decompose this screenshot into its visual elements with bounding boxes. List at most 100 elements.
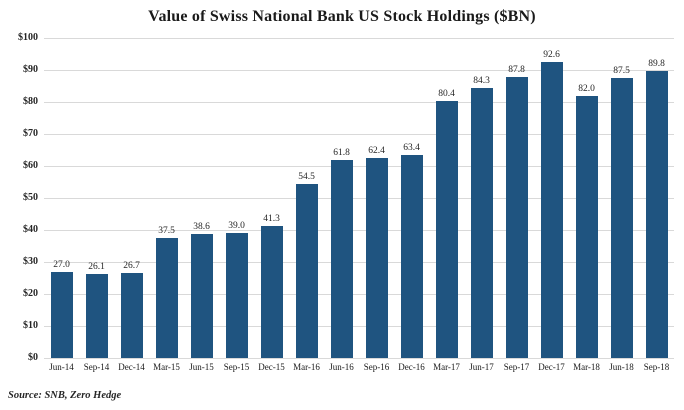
gridline (44, 102, 674, 103)
gridline (44, 294, 674, 295)
bar-slot: 61.8 (324, 38, 359, 358)
bar-value-label: 38.6 (193, 222, 210, 233)
x-tick-label: Dec-15 (258, 362, 285, 372)
y-tick-label: $90 (23, 64, 38, 75)
bar (190, 234, 213, 358)
bar-value-label: 80.4 (438, 88, 455, 99)
bar-slot: 63.4 (394, 38, 429, 358)
y-tick-label: $70 (23, 128, 38, 139)
bar-slot: 80.4 (429, 38, 464, 358)
bar (505, 77, 528, 358)
x-tick-labels: Jun-14 Sep-14 Dec-14 Mar-15 Jun-15 Sep-15 Dec-… (44, 361, 674, 376)
bar-slot: 38.6 (184, 38, 219, 358)
bar (295, 183, 318, 358)
gridline (44, 70, 674, 71)
gridline (44, 38, 674, 39)
bar-slot: 54.5 (289, 38, 324, 358)
bar-value-label: 26.7 (123, 260, 140, 271)
x-tick-label: Sep-18 (643, 362, 670, 372)
bar-slot: 41.3 (254, 38, 289, 358)
bar (400, 155, 423, 358)
x-axis-spacer (0, 361, 44, 376)
y-tick-label: $30 (23, 256, 38, 267)
bar-slot: 37.5 (149, 38, 184, 358)
x-tick-label: Sep-17 (503, 362, 530, 372)
gridline (44, 230, 674, 231)
bar-value-label: 62.4 (368, 146, 385, 157)
plot-row: $100 $90 $80 $70 $60 $50 $40 $30 $20 $10 $0 27.0 26… (0, 33, 684, 363)
bar-slot: 26.1 (79, 38, 114, 358)
bar-value-label: 37.5 (158, 226, 175, 236)
bar-value-label: 63.4 (403, 143, 420, 154)
x-tick-label: Jun-15 (189, 362, 214, 372)
bar-slot: 39.0 (219, 38, 254, 358)
bar-slot: 87.5 (604, 38, 639, 358)
gridline (44, 262, 674, 263)
bar (330, 160, 353, 358)
bar (120, 272, 143, 358)
y-tick-label: $100 (18, 32, 38, 43)
x-tick-label: Dec-16 (398, 362, 425, 372)
x-tick-label: Mar-18 (573, 362, 600, 372)
bar-value-label: 27.0 (53, 259, 70, 270)
bars-layer: 27.0 26.1 26.7 37.5 38.6 39.0 41.3 54.5 61.8 62.4… (44, 38, 674, 358)
x-tick-label: Jun-18 (609, 362, 634, 372)
bar-slot: 27.0 (44, 38, 79, 358)
x-tick-label: Sep-14 (83, 362, 110, 372)
gridline (44, 198, 674, 199)
y-tick-label: $40 (23, 224, 38, 235)
x-tick-label: Mar-17 (433, 362, 460, 372)
bar-value-label: 41.3 (263, 213, 280, 224)
bar-value-label: 87.5 (613, 66, 630, 76)
bar (435, 100, 458, 358)
y-tick-label: $0 (28, 352, 38, 363)
y-axis: $100 $90 $80 $70 $60 $50 $40 $30 $20 $10 $0 (0, 33, 44, 363)
y-tick-label: $10 (23, 320, 38, 331)
bar-slot: 92.6 (534, 38, 569, 358)
source-note: Source: SNB, Zero Hedge (8, 390, 122, 401)
x-tick-label: Jun-16 (329, 362, 354, 372)
x-tick-label: Mar-16 (293, 362, 320, 372)
y-tick-label: $20 (23, 288, 38, 299)
bar-value-label: 92.6 (543, 49, 560, 60)
x-tick-label: Dec-14 (118, 362, 145, 372)
bar-value-label: 84.3 (473, 76, 490, 87)
x-tick-label: Jun-17 (469, 362, 494, 372)
bar (470, 88, 493, 358)
bar (85, 274, 108, 358)
bar-value-label: 82.0 (578, 83, 595, 94)
plot-area: 27.0 26.1 26.7 37.5 38.6 39.0 41.3 54.5 61.8 62.4… (44, 38, 674, 359)
bar (260, 225, 283, 358)
bar-value-label: 87.8 (508, 65, 525, 76)
gridline (44, 358, 674, 359)
bar (540, 61, 563, 358)
y-tick-label: $80 (23, 96, 38, 107)
bar-value-label: 61.8 (333, 148, 350, 159)
gridline (44, 134, 674, 135)
chart-title: Value of Swiss National Bank US Stock Ho… (148, 8, 536, 25)
bar-value-label: 39.0 (228, 221, 245, 232)
gridline (44, 326, 674, 327)
x-axis: Jun-14 Sep-14 Dec-14 Mar-15 Jun-15 Sep-15 Dec-… (0, 361, 684, 376)
x-tick-label: Dec-17 (538, 362, 565, 372)
bar-slot: 26.7 (114, 38, 149, 358)
x-tick-label: Jun-14 (49, 362, 74, 372)
bar (365, 158, 388, 358)
bar-slot: 89.8 (639, 38, 674, 358)
bar (50, 271, 73, 358)
bar-value-label: 26.1 (88, 262, 105, 273)
bar-slot: 62.4 (359, 38, 394, 358)
bar-value-label: 54.5 (298, 171, 315, 182)
y-tick-label: $50 (23, 192, 38, 203)
bar-slot: 84.3 (464, 38, 499, 358)
x-tick-label: Mar-15 (153, 362, 180, 372)
bar-value-label: 89.8 (648, 58, 665, 69)
bar (575, 95, 598, 358)
gridline (44, 166, 674, 167)
bar (645, 70, 668, 358)
bar (155, 238, 178, 358)
bar (610, 78, 633, 358)
x-tick-label: Sep-16 (363, 362, 390, 372)
bar (225, 233, 248, 358)
